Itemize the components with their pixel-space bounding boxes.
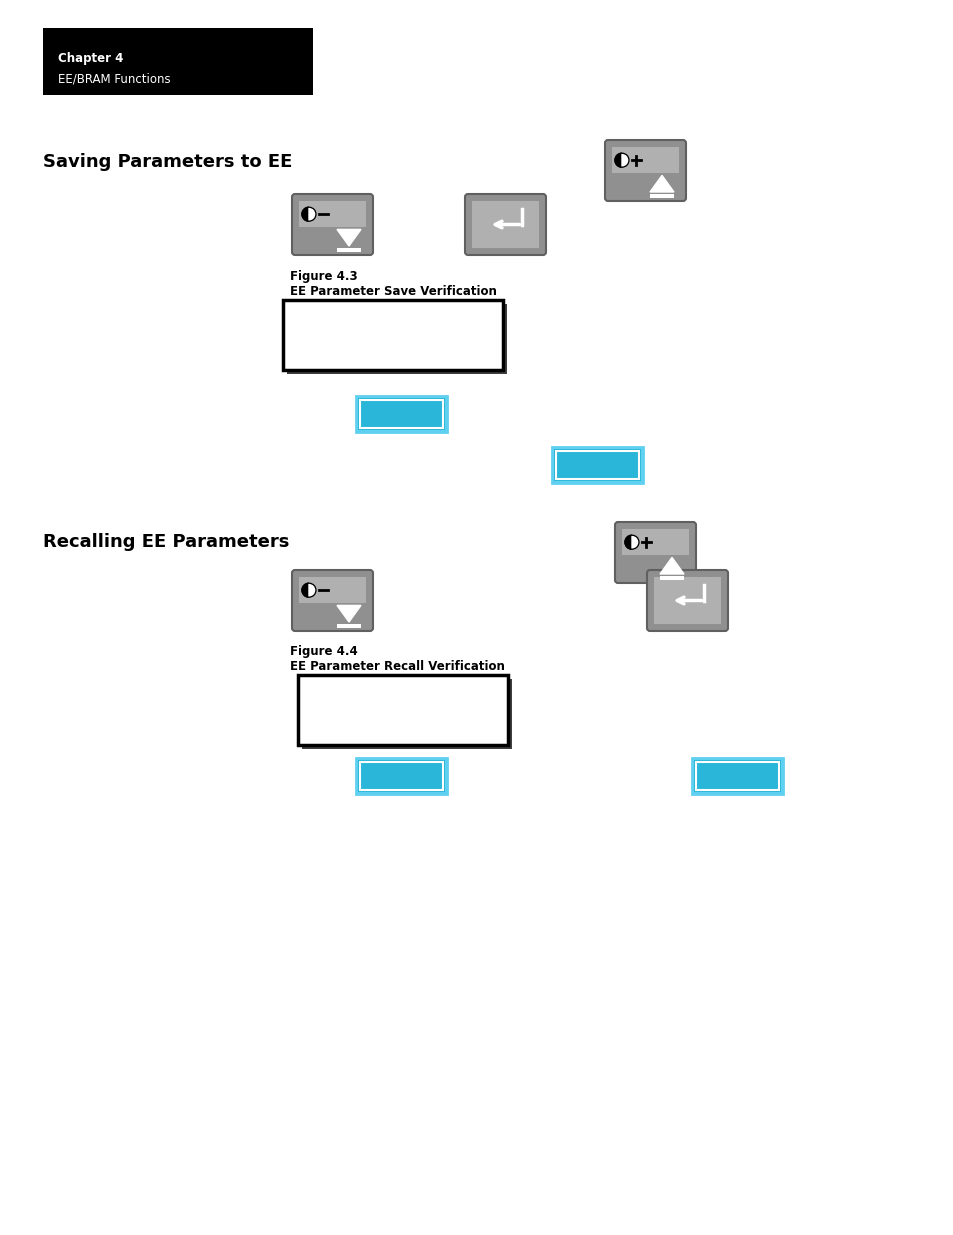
Bar xyxy=(556,451,639,479)
FancyBboxPatch shape xyxy=(292,571,373,631)
Text: Figure 4.3: Figure 4.3 xyxy=(290,270,357,283)
Text: Saving Parameters to EE: Saving Parameters to EE xyxy=(43,153,292,170)
Bar xyxy=(283,300,502,370)
Polygon shape xyxy=(336,605,360,622)
Bar xyxy=(357,760,444,792)
Polygon shape xyxy=(302,207,309,221)
Polygon shape xyxy=(309,207,315,221)
Bar xyxy=(691,758,782,794)
FancyBboxPatch shape xyxy=(615,522,696,583)
Polygon shape xyxy=(631,535,639,550)
Text: Figure 4.4: Figure 4.4 xyxy=(290,645,357,658)
Polygon shape xyxy=(649,175,673,191)
Polygon shape xyxy=(309,583,315,598)
Polygon shape xyxy=(302,583,309,598)
Bar xyxy=(336,624,360,629)
Bar xyxy=(43,28,313,95)
Bar xyxy=(359,762,442,790)
Text: Chapter 4: Chapter 4 xyxy=(58,52,123,65)
Bar xyxy=(552,447,642,483)
Bar xyxy=(357,398,444,430)
Bar xyxy=(693,760,781,792)
Bar xyxy=(359,400,442,429)
Bar xyxy=(696,762,779,790)
Polygon shape xyxy=(336,230,360,246)
Bar xyxy=(355,758,447,794)
Bar xyxy=(297,676,507,745)
Bar xyxy=(302,679,512,748)
Bar xyxy=(649,194,673,198)
Bar xyxy=(621,529,688,556)
Bar xyxy=(298,201,366,227)
Text: EE/BRAM Functions: EE/BRAM Functions xyxy=(58,72,171,85)
Polygon shape xyxy=(615,153,621,167)
Bar xyxy=(287,304,506,374)
FancyBboxPatch shape xyxy=(292,194,373,254)
Polygon shape xyxy=(624,535,631,550)
Text: EE Parameter Recall Verification: EE Parameter Recall Verification xyxy=(290,659,504,673)
Text: EE Parameter Save Verification: EE Parameter Save Verification xyxy=(290,285,497,298)
Bar xyxy=(472,201,538,248)
FancyBboxPatch shape xyxy=(464,194,545,254)
Polygon shape xyxy=(659,557,683,574)
Bar xyxy=(612,147,679,173)
Polygon shape xyxy=(621,153,628,167)
Bar xyxy=(355,396,447,432)
Text: Recalling EE Parameters: Recalling EE Parameters xyxy=(43,534,289,551)
Bar xyxy=(298,577,366,604)
Bar xyxy=(654,577,720,624)
FancyBboxPatch shape xyxy=(646,571,727,631)
Bar xyxy=(336,248,360,252)
Bar xyxy=(554,450,640,480)
Bar xyxy=(659,576,683,580)
FancyBboxPatch shape xyxy=(604,140,685,201)
